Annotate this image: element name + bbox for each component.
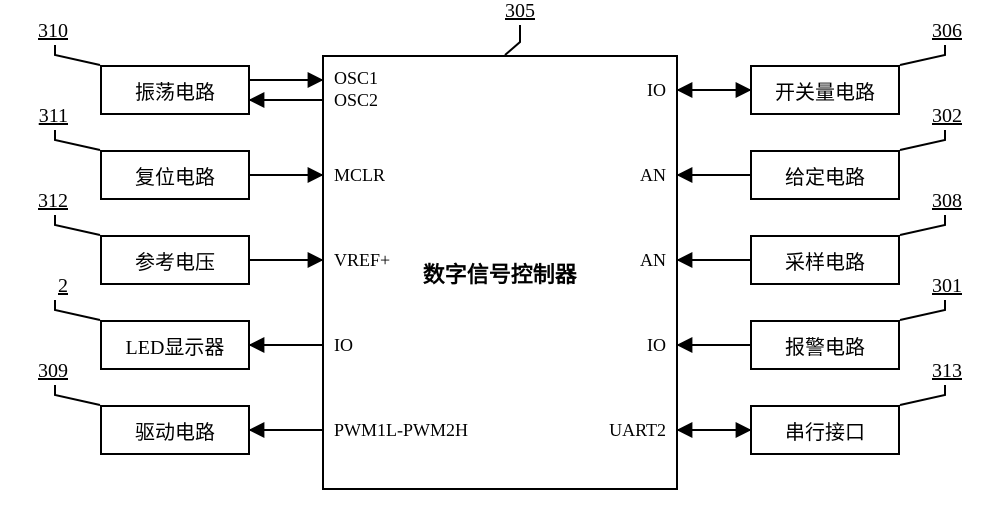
block-oscillator-label: 振荡电路	[135, 76, 215, 105]
ref-switch-text: 306	[932, 20, 962, 42]
pin-io-right2: IO	[647, 335, 666, 356]
center-controller-label: 数字信号控制器	[423, 257, 577, 289]
block-sample-label: 采样电路	[785, 246, 865, 275]
block-alarm: 报警电路	[750, 320, 900, 370]
ref-drive: 309	[8, 360, 68, 383]
block-drive: 驱动电路	[100, 405, 250, 455]
center-ref-label: 305	[490, 0, 550, 23]
center-ref-text: 305	[505, 0, 535, 22]
ref-sample-text: 308	[932, 190, 962, 212]
pin-osc2: OSC2	[334, 90, 378, 111]
ref-alarm: 301	[932, 275, 992, 298]
ref-led: 2	[28, 275, 68, 298]
block-vref-label: 参考电压	[135, 246, 215, 275]
ref-switch: 306	[932, 20, 992, 43]
ref-set: 302	[932, 105, 992, 128]
ref-serial: 313	[932, 360, 992, 383]
ref-reset-text: 311	[39, 105, 68, 127]
ref-sample: 308	[932, 190, 992, 213]
pin-an1: AN	[640, 165, 666, 186]
block-serial-label: 串行接口	[785, 416, 865, 445]
ref-reset: 311	[8, 105, 68, 128]
pin-pwm: PWM1L-PWM2H	[334, 420, 468, 441]
pin-uart2: UART2	[609, 420, 666, 441]
block-drive-label: 驱动电路	[135, 416, 215, 445]
block-oscillator: 振荡电路	[100, 65, 250, 115]
ref-set-text: 302	[932, 105, 962, 127]
ref-led-text: 2	[58, 275, 68, 297]
block-set: 给定电路	[750, 150, 900, 200]
block-led-label: LED显示器	[126, 331, 225, 360]
block-led: LED显示器	[100, 320, 250, 370]
block-vref: 参考电压	[100, 235, 250, 285]
block-switch: 开关量电路	[750, 65, 900, 115]
block-switch-label: 开关量电路	[775, 76, 875, 105]
ref-oscillator-text: 310	[38, 20, 68, 42]
pin-mclr: MCLR	[334, 165, 385, 186]
block-set-label: 给定电路	[785, 161, 865, 190]
pin-an2: AN	[640, 250, 666, 271]
ref-alarm-text: 301	[932, 275, 962, 297]
block-sample: 采样电路	[750, 235, 900, 285]
ref-oscillator: 310	[8, 20, 68, 43]
pin-osc1: OSC1	[334, 68, 378, 89]
block-serial: 串行接口	[750, 405, 900, 455]
ref-vref: 312	[8, 190, 68, 213]
pin-io-right1: IO	[647, 80, 666, 101]
ref-vref-text: 312	[38, 190, 68, 212]
ref-serial-text: 313	[932, 360, 962, 382]
block-reset: 复位电路	[100, 150, 250, 200]
block-alarm-label: 报警电路	[785, 331, 865, 360]
block-reset-label: 复位电路	[135, 161, 215, 190]
pin-vrefplus: VREF+	[334, 250, 390, 271]
pin-io-left: IO	[334, 335, 353, 356]
ref-drive-text: 309	[38, 360, 68, 382]
